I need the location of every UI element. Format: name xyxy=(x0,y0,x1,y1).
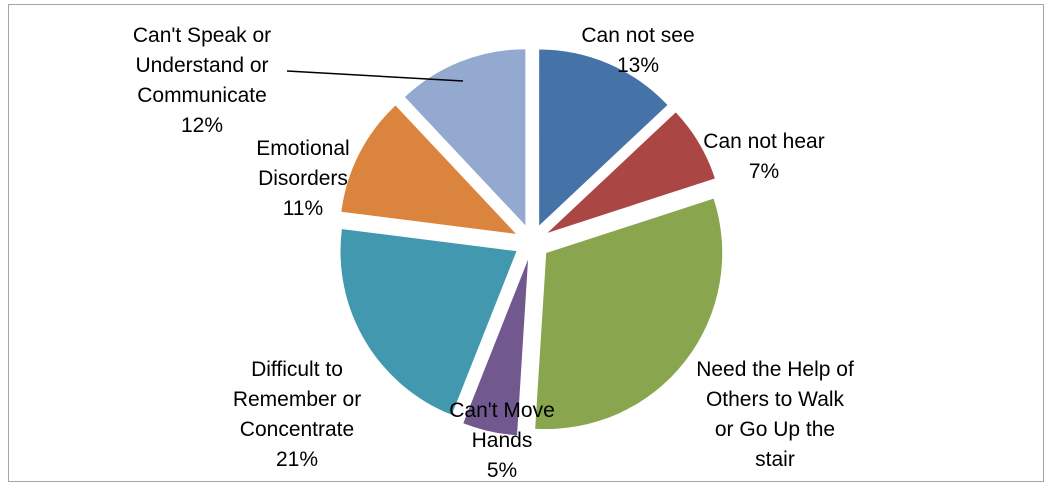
pie-slice-2 xyxy=(547,112,715,233)
chart-area xyxy=(8,4,1044,482)
pie-slice-3 xyxy=(535,198,723,430)
data-label-2: Can not hear 7% xyxy=(703,130,824,183)
pie-slice-5 xyxy=(340,229,517,415)
data-label-1: Can not see 13% xyxy=(581,24,694,77)
pie-slice-4 xyxy=(463,259,529,436)
data-label-7: Can't Speak or Understand or Communicate 12… xyxy=(133,24,271,137)
data-label-6: Emotional Disorders 11% xyxy=(256,137,349,220)
data-label-5: Difficult to Remember or Concentrate 21% xyxy=(233,358,361,471)
leader-line xyxy=(286,70,464,82)
pie-slice-6 xyxy=(341,105,516,234)
data-label-3: Need the Help of Others to Walk or Go Up t… xyxy=(696,358,854,471)
pie-slice-1 xyxy=(539,49,668,226)
data-label-4: Can't Move Hands 5% xyxy=(449,399,555,482)
pie-slice-7 xyxy=(404,49,526,226)
